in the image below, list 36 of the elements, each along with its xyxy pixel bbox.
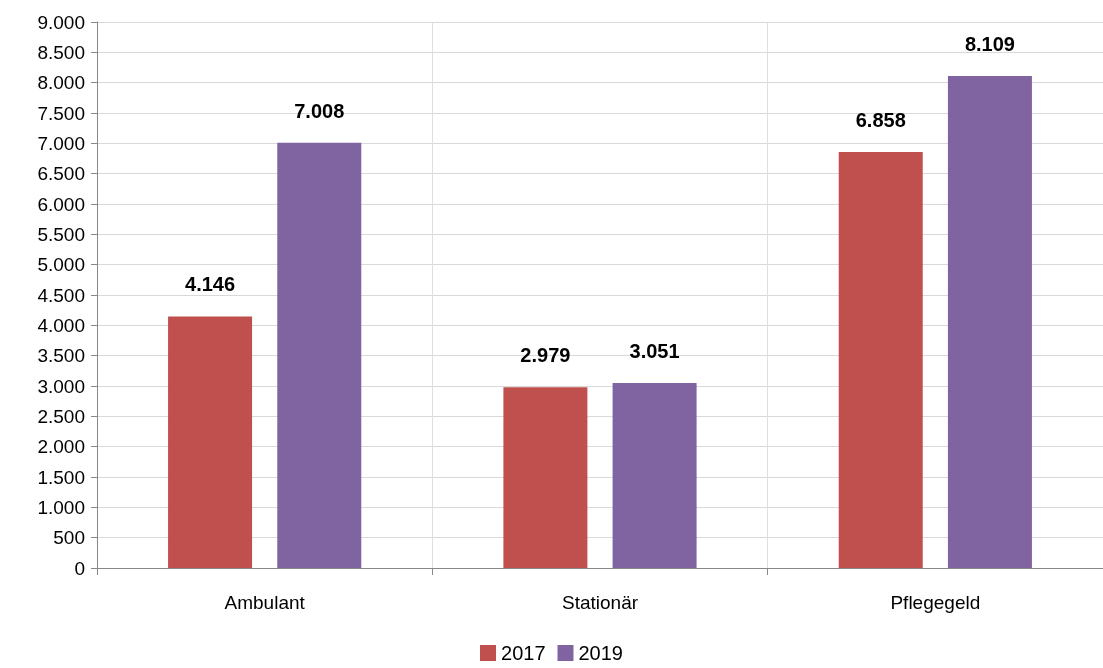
data-label: 6.858 bbox=[855, 108, 906, 131]
data-label: 8.109 bbox=[964, 33, 1015, 56]
y-tick-label: 2.500 bbox=[37, 405, 85, 427]
y-tick-label: 3.500 bbox=[37, 345, 85, 367]
y-tick-label: 6.500 bbox=[37, 163, 85, 185]
y-tick-label: 500 bbox=[53, 527, 85, 549]
bar bbox=[838, 151, 923, 568]
y-tick-label: 4.000 bbox=[37, 314, 85, 336]
y-tick-label: 4.500 bbox=[37, 284, 85, 306]
bar bbox=[168, 316, 253, 568]
data-label: 4.146 bbox=[185, 273, 236, 296]
y-tick-label: 7.500 bbox=[37, 102, 85, 124]
y-tick-label: 2.000 bbox=[37, 436, 85, 458]
x-tick-label: Ambulant bbox=[224, 592, 306, 613]
y-tick-label: 3.000 bbox=[37, 375, 85, 397]
bar bbox=[947, 76, 1032, 568]
bar bbox=[277, 142, 362, 568]
y-tick-label: 6.000 bbox=[37, 193, 85, 215]
y-tick-label: 0 bbox=[74, 557, 85, 579]
bar bbox=[612, 382, 697, 568]
legend-label: 2017 bbox=[501, 642, 546, 664]
y-tick-label: 8.500 bbox=[37, 41, 85, 63]
data-label: 2.979 bbox=[520, 344, 571, 367]
y-tick-label: 8.000 bbox=[37, 72, 85, 94]
x-tick-label: Pflegegeld bbox=[890, 592, 981, 613]
y-tick-label: 5.000 bbox=[37, 254, 85, 276]
legend-label: 2019 bbox=[578, 642, 623, 664]
y-tick-label: 7.000 bbox=[37, 132, 85, 154]
y-tick-label: 9.000 bbox=[37, 11, 85, 33]
bar bbox=[503, 387, 588, 568]
x-tick-label: Stationär bbox=[561, 592, 639, 613]
y-tick-label: 1.000 bbox=[37, 496, 85, 518]
y-tick-label: 1.500 bbox=[37, 466, 85, 488]
y-tick-label: 5.500 bbox=[37, 223, 85, 245]
data-label: 7.008 bbox=[294, 99, 345, 122]
data-label: 3.051 bbox=[629, 339, 680, 362]
